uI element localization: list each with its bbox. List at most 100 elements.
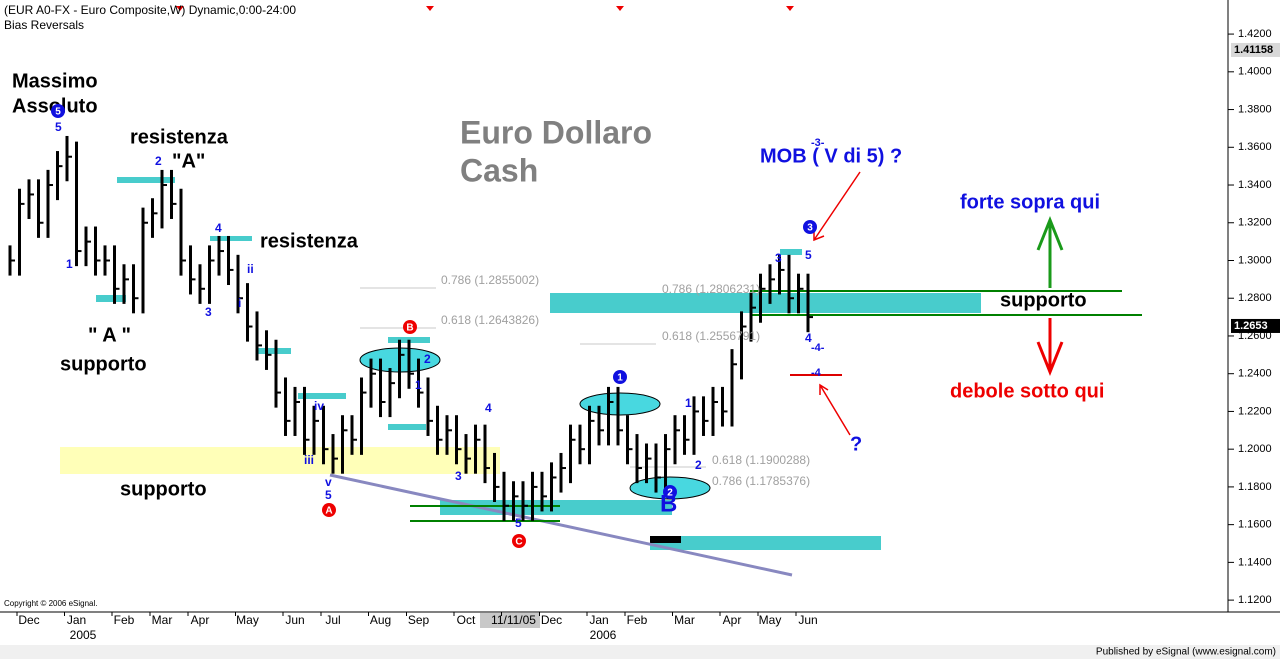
annotation: v (325, 475, 332, 489)
marker (786, 6, 794, 11)
x-tick-label: Oct (457, 613, 476, 627)
annotation: ? (850, 433, 862, 455)
date-highlight (480, 613, 540, 628)
annotation: iii (304, 453, 314, 467)
y-tick-label: 1.4200 (1238, 28, 1272, 40)
markers (176, 6, 794, 11)
zone (257, 348, 291, 354)
y-tick-label: 1.1400 (1238, 556, 1272, 568)
down-arrow (1036, 318, 1064, 377)
footer-bar (0, 645, 1280, 659)
annotation: Euro Dollaro (460, 114, 652, 150)
zone (650, 536, 881, 550)
y-tick-label: 1.1800 (1238, 481, 1272, 493)
y-tick-label: 1.4000 (1238, 66, 1272, 78)
annotation: 0.618 (1.2643826) (441, 313, 539, 327)
annotation: 0.618 (1.2556791) (662, 329, 760, 343)
wave-marker (613, 370, 627, 384)
x-tick-label: Apr (723, 613, 742, 627)
wave-marker (803, 220, 817, 234)
copyright: Copyright © 2006 eSignal. (4, 599, 98, 608)
annotation: forte sopra qui (960, 191, 1100, 213)
annotation: 5 (515, 516, 522, 530)
price-marker-box (1231, 42, 1280, 57)
price-marker-label: 1.2653 (1234, 320, 1268, 332)
annotation: 0.786 (1.2855002) (441, 273, 539, 287)
annotation: 3 (455, 469, 462, 483)
y-tick-label: 1.2200 (1238, 405, 1272, 417)
zone (388, 424, 426, 430)
annotation: i (238, 296, 241, 310)
y-tick-label: 1.3400 (1238, 179, 1272, 191)
annotation: ii (247, 262, 254, 276)
annotation: debole sotto qui (950, 380, 1104, 402)
zone (650, 536, 681, 543)
pointer-arrow (819, 383, 851, 436)
annotation: supporto (1000, 289, 1087, 311)
y-tick-label: 1.2400 (1238, 368, 1272, 380)
annotation: 2 (424, 352, 431, 366)
annotation: MOB ( V di 5) ? (760, 145, 902, 167)
x-tick-label: Jan (67, 613, 86, 627)
annotation: -3- (811, 137, 825, 149)
marker (176, 6, 184, 11)
x-tick-label: Jun (798, 613, 817, 627)
fib-lines (360, 287, 706, 468)
annotation: 1 (685, 396, 692, 410)
wave-marker-label: 1 (617, 373, 623, 384)
x-tick-label: Jan (589, 613, 608, 627)
zone (117, 177, 175, 183)
annotation: supporto (60, 353, 147, 375)
annotation: 0.786 (1.1785376) (712, 474, 810, 488)
annotation: 3 (205, 305, 212, 319)
wave-marker-label: 2 (667, 488, 673, 499)
arrows (1036, 215, 1064, 377)
ellipse (579, 392, 661, 416)
trend-line (329, 473, 793, 577)
marker (616, 6, 624, 11)
annotation: 0.786 (1.2806231) (662, 282, 760, 296)
x-tick-label: Dec (18, 613, 39, 627)
study-name: Bias Reversals (4, 18, 84, 32)
y-tick-label: 1.3200 (1238, 217, 1272, 229)
wave-marker-label: A (325, 506, 332, 517)
marker (426, 6, 434, 11)
x-tick-label: Sep (408, 613, 430, 627)
annotation: 5 (55, 120, 62, 134)
annotation: 4 (805, 331, 812, 345)
x-tick-label: Apr (191, 613, 210, 627)
annotation: 5 (805, 248, 812, 262)
zone (96, 295, 126, 302)
x-tick-label: Feb (627, 613, 648, 627)
price-marker-box (1231, 318, 1280, 333)
annotation: 1 (415, 378, 422, 392)
support-zone (60, 447, 500, 474)
y-tick-label: 1.3600 (1238, 141, 1272, 153)
x-tick-label: Jul (325, 613, 340, 627)
annotation: iv (314, 399, 324, 413)
y-tick-label: 1.2800 (1238, 292, 1272, 304)
wave-marker-label: 3 (807, 223, 813, 234)
y-tick-label: 1.2000 (1238, 443, 1272, 455)
y-tick-label: 1.1600 (1238, 519, 1272, 531)
annotation: -4- (811, 342, 825, 354)
publisher: Published by eSignal (www.esignal.com) (1096, 647, 1276, 658)
annotation: 2 (695, 458, 702, 472)
x-tick-label: Jun (285, 613, 304, 627)
wave-marker (51, 104, 65, 118)
annotation: 4 (485, 401, 492, 415)
annotation: 1 (66, 257, 73, 271)
annotation: Cash (460, 152, 538, 188)
annotation: resistenza (130, 126, 229, 148)
wave-marker (512, 534, 526, 548)
price-marker-label: 1.41158 (1234, 44, 1273, 56)
header: (EUR A0-FX - Euro Composite,W) Dynamic,0… (4, 3, 296, 17)
wave-marker (663, 485, 677, 499)
wave-marker-label: 5 (55, 107, 61, 118)
x-tick-label: Aug (370, 613, 391, 627)
year-label: 2005 (70, 628, 97, 642)
annotation: " A " (88, 324, 131, 346)
zone (550, 293, 981, 313)
up-arrow (1036, 215, 1064, 288)
